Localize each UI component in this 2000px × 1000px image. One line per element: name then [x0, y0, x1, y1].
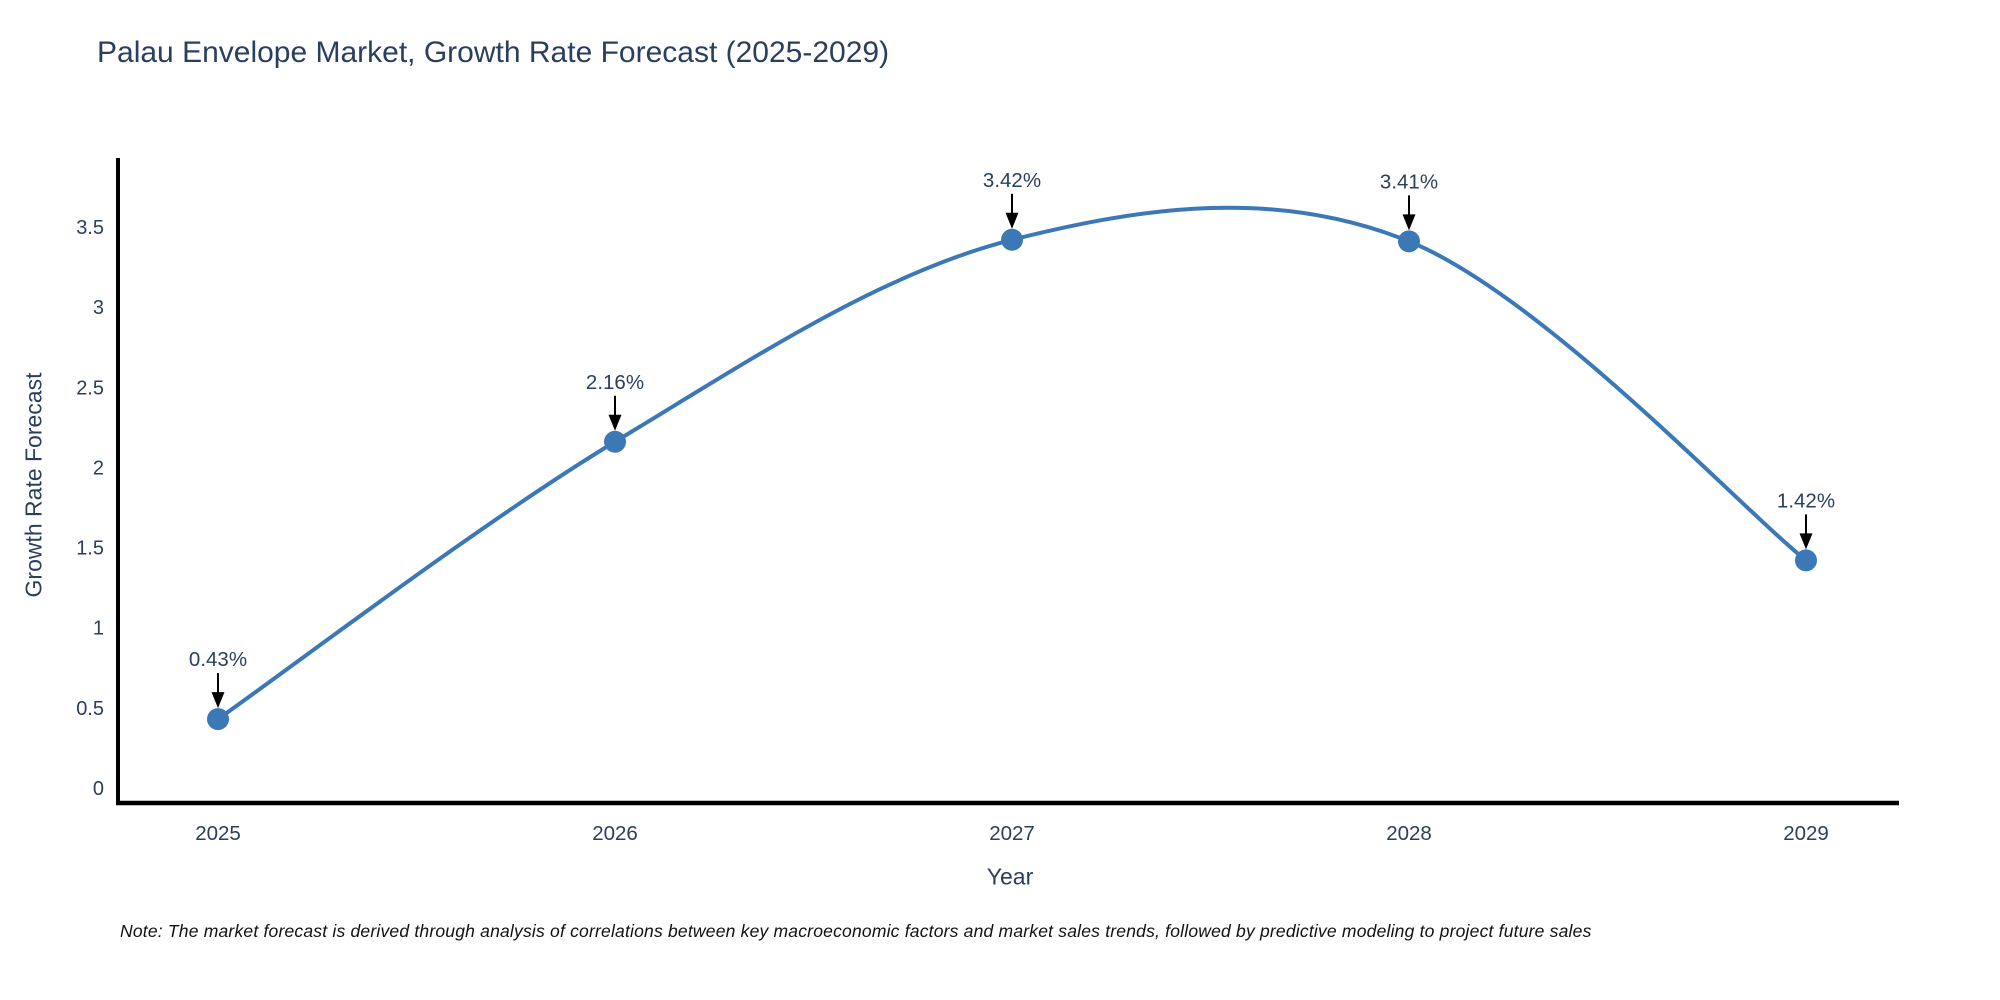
data-point[interactable] [207, 708, 229, 731]
y-tick-label: 1.5 [76, 538, 104, 560]
point-annotation: 3.41% [1380, 170, 1438, 193]
data-point[interactable] [604, 430, 626, 453]
chart-title: Palau Envelope Market, Growth Rate Forec… [97, 36, 890, 69]
point-annotation: 2.16% [586, 371, 644, 394]
point-annotation: 0.43% [189, 648, 247, 671]
x-tick-label: 2029 [1783, 822, 1829, 845]
x-tick-label: 2027 [989, 822, 1035, 845]
point-annotation: 1.42% [1777, 489, 1835, 512]
x-tick-label: 2028 [1386, 822, 1432, 845]
annotation-arrow-head [1402, 214, 1416, 231]
y-tick-label: 3.5 [76, 217, 104, 239]
annotation-arrow-head [1799, 533, 1813, 550]
annotation-arrow-head [608, 414, 622, 431]
annotation-arrow-head [211, 692, 225, 709]
data-point[interactable] [1001, 228, 1023, 251]
data-point[interactable] [1398, 230, 1420, 253]
data-point[interactable] [1795, 549, 1817, 572]
y-tick-label: 2 [93, 457, 104, 479]
y-tick-label: 2.5 [76, 377, 104, 399]
x-axis-title: Year [986, 863, 1034, 890]
forecast-line [216, 205, 1808, 722]
y-tick-label: 0.5 [76, 698, 104, 720]
y-tick-label: 0 [93, 778, 104, 800]
x-tick-label: 2026 [592, 822, 638, 845]
footnote: Note: The market forecast is derived thr… [120, 921, 1592, 941]
y-tick-label: 3 [93, 297, 104, 319]
x-tick-label: 2025 [195, 822, 241, 845]
annotation-arrow-head [1005, 212, 1019, 229]
y-tick-label: 1 [93, 618, 104, 640]
point-annotation: 3.42% [983, 169, 1041, 192]
